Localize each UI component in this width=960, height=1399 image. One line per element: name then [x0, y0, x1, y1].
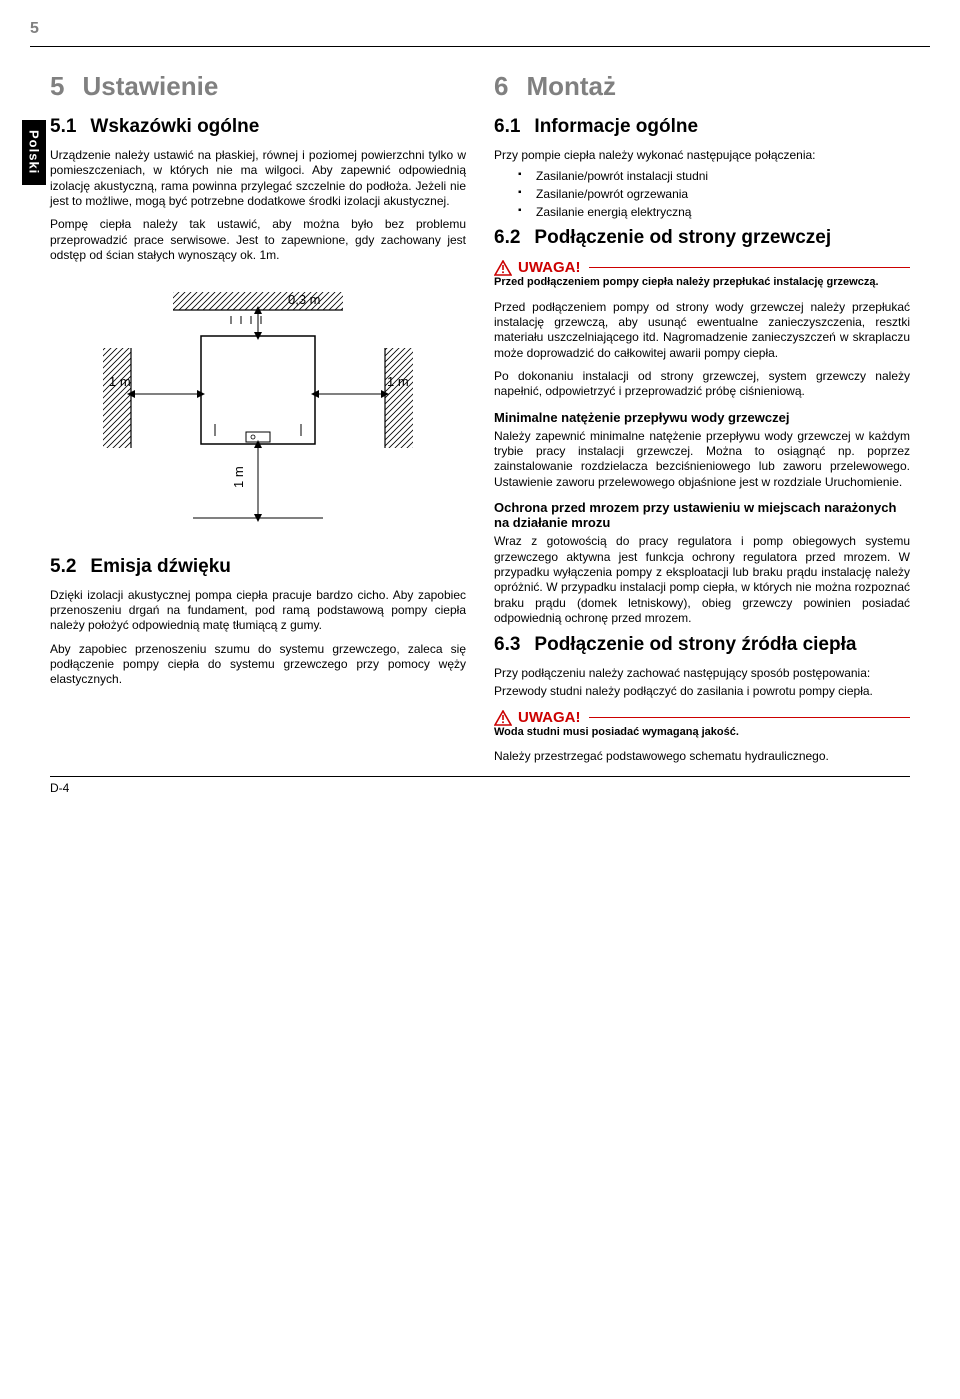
- heading-6-1-num: 6.1: [494, 116, 520, 137]
- warning-rule: [589, 267, 911, 268]
- diag-label-right: 1 m: [387, 374, 409, 389]
- para-6-2-3: Należy zapewnić minimalne natężenie prze…: [494, 429, 910, 490]
- warning-text-1: Przed podłączeniem pompy ciepła należy p…: [494, 276, 910, 289]
- top-rule: [30, 46, 930, 47]
- heading-5-2-num: 5.2: [50, 556, 76, 577]
- para-6-2-4: Wraz z gotowością do pracy regulatora i …: [494, 534, 910, 626]
- warning-header-2: UWAGA!: [494, 709, 910, 726]
- diag-label-top: 0,3 m: [288, 292, 321, 307]
- warning-title: UWAGA!: [518, 709, 581, 726]
- heading-5-2: 5.2 Emisja dźwięku: [50, 556, 466, 578]
- warning-header-1: UWAGA!: [494, 259, 910, 276]
- warning-icon: [494, 710, 512, 726]
- para-5-2-2: Aby zapobiec przenoszeniu szumu do syste…: [50, 642, 466, 688]
- heading-5-2-text: Emisja dźwięku: [90, 556, 230, 577]
- heading-6-2: 6.2 Podłączenie od strony grzewczej: [494, 227, 910, 249]
- para-6-2-2: Po dokonaniu instalacji od strony grzewc…: [494, 369, 910, 400]
- heading-6-3: 6.3 Podłączenie od strony źródła ciepła: [494, 634, 910, 656]
- heading-5-1: 5.1 Wskazówki ogólne: [50, 116, 466, 138]
- heading-6-text: Montaż: [526, 71, 616, 101]
- heading-6-2-num: 6.2: [494, 227, 520, 248]
- heading-5-1-text: Wskazówki ogólne: [90, 116, 259, 137]
- para-6-3-2: Przewody studni należy podłączyć do zasi…: [494, 684, 910, 699]
- list-item: Zasilanie energią elektryczną: [518, 205, 910, 219]
- para-6-2-1: Przed podłączeniem pompy od strony wody …: [494, 300, 910, 361]
- list-item: Zasilanie/powrót ogrzewania: [518, 187, 910, 201]
- diag-label-left: 1 m: [109, 374, 131, 389]
- warning-title: UWAGA!: [518, 259, 581, 276]
- heading-5: 5 Ustawienie: [50, 71, 466, 102]
- para-6-1-1: Przy pompie ciepła należy wykonać następ…: [494, 148, 910, 163]
- heading-6-1: 6.1 Informacje ogólne: [494, 116, 910, 138]
- list-item: Zasilanie/powrót instalacji studni: [518, 169, 910, 183]
- heading-6-1-text: Informacje ogólne: [534, 116, 698, 137]
- right-column: 6 Montaż 6.1 Informacje ogólne Przy pompie…: [494, 67, 910, 773]
- heading-6-2-b: Ochrona przed mrozem przy ustawieniu w m…: [494, 500, 910, 530]
- heading-5-num: 5: [50, 71, 64, 101]
- list-6-1: Zasilanie/powrót instalacji studni Zasil…: [518, 169, 910, 219]
- para-6-3-3: Należy przestrzegać podstawowego schemat…: [494, 749, 910, 764]
- para-5-1-2: Pompę ciepła należy tak ustawić, aby moż…: [50, 217, 466, 263]
- heading-5-1-num: 5.1: [50, 116, 76, 137]
- heading-6-3-text: Podłączenie od strony źródła ciepła: [534, 634, 856, 655]
- warning-text-2: Woda studni musi posiadać wymaganą jakoś…: [494, 726, 910, 739]
- warning-rule: [589, 717, 911, 718]
- para-5-1-1: Urządzenie należy ustawić na płaskiej, r…: [50, 148, 466, 209]
- footer-rule: [50, 776, 910, 777]
- heading-6-2-a: Minimalne natężenie przepływu wody grzew…: [494, 410, 910, 425]
- para-6-3-1: Przy podłączeniu należy zachować następu…: [494, 666, 910, 681]
- heading-6-3-num: 6.3: [494, 634, 520, 655]
- clearance-diagram: 0,3 m 1 m 1 m 1 m: [50, 274, 466, 544]
- heading-6: 6 Montaż: [494, 71, 910, 102]
- heading-5-text: Ustawienie: [82, 71, 218, 101]
- diag-label-bottom: 1 m: [231, 466, 246, 488]
- heading-6-num: 6: [494, 71, 508, 101]
- heading-6-2-text: Podłączenie od strony grzewczej: [534, 227, 831, 248]
- footer: D-4: [50, 776, 910, 795]
- para-5-2-1: Dzięki izolacji akustycznej pompa ciepła…: [50, 588, 466, 634]
- page-number-top: 5: [30, 20, 910, 38]
- language-tab: Polski: [22, 120, 46, 185]
- footer-page-number: D-4: [50, 781, 910, 795]
- warning-icon: [494, 260, 512, 276]
- left-column: 5 Ustawienie 5.1 Wskazówki ogólne Urządzen…: [50, 67, 466, 773]
